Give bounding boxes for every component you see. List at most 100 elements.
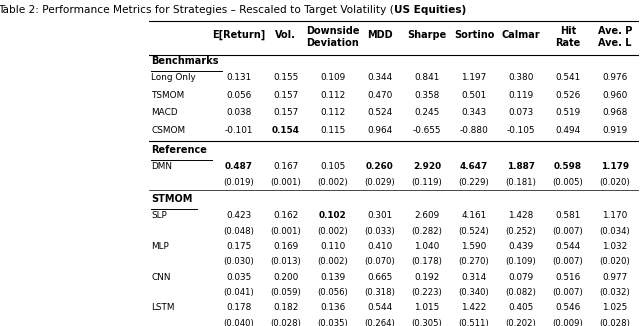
Text: Long Only: Long Only: [151, 73, 196, 82]
Text: 0.200: 0.200: [273, 273, 298, 282]
Text: 0.598: 0.598: [554, 162, 582, 171]
Text: Downside: Downside: [306, 26, 360, 36]
Text: LSTM: LSTM: [151, 304, 175, 313]
Text: (0.229): (0.229): [459, 178, 490, 186]
Text: (0.009): (0.009): [553, 319, 584, 326]
Text: E[Return]: E[Return]: [212, 30, 266, 40]
Text: (0.013): (0.013): [271, 258, 301, 266]
Text: 2.920: 2.920: [413, 162, 441, 171]
Text: 0.841: 0.841: [414, 73, 440, 82]
Text: Calmar: Calmar: [502, 30, 540, 40]
Text: 0.245: 0.245: [414, 109, 440, 117]
Text: (0.524): (0.524): [459, 227, 490, 235]
Text: 0.131: 0.131: [226, 73, 252, 82]
Text: 1.422: 1.422: [461, 304, 486, 313]
Text: 0.541: 0.541: [556, 73, 580, 82]
Text: (0.282): (0.282): [412, 227, 442, 235]
Text: 0.964: 0.964: [367, 126, 392, 135]
Text: Deviation: Deviation: [307, 38, 359, 49]
Text: (0.020): (0.020): [600, 258, 630, 266]
Text: (0.032): (0.032): [600, 289, 630, 297]
Text: (0.002): (0.002): [317, 227, 348, 235]
Text: (0.119): (0.119): [412, 178, 442, 186]
Text: -0.655: -0.655: [413, 126, 441, 135]
Text: 0.487: 0.487: [225, 162, 253, 171]
Text: 0.519: 0.519: [556, 109, 580, 117]
Text: 0.516: 0.516: [556, 273, 580, 282]
Text: (0.007): (0.007): [553, 227, 584, 235]
Text: STMOM: STMOM: [151, 194, 193, 204]
Text: 0.139: 0.139: [320, 273, 346, 282]
Text: 0.119: 0.119: [508, 91, 534, 100]
Text: 0.494: 0.494: [556, 126, 580, 135]
Text: 0.155: 0.155: [273, 73, 298, 82]
Text: (0.082): (0.082): [506, 289, 536, 297]
Text: Table 2: Performance Metrics for Strategies – Rescaled to Target Volatility (: Table 2: Performance Metrics for Strateg…: [0, 5, 394, 15]
Text: (0.001): (0.001): [271, 227, 301, 235]
Text: CSMOM: CSMOM: [151, 126, 186, 135]
Text: (0.020): (0.020): [600, 178, 630, 186]
Text: SLP: SLP: [151, 211, 167, 220]
Text: 0.056: 0.056: [226, 91, 252, 100]
Text: 0.501: 0.501: [461, 91, 486, 100]
Text: 1.032: 1.032: [602, 242, 628, 251]
Text: (0.002): (0.002): [317, 258, 348, 266]
Text: 0.157: 0.157: [273, 109, 298, 117]
Text: (0.035): (0.035): [317, 319, 348, 326]
Text: (0.223): (0.223): [412, 289, 442, 297]
Text: (0.028): (0.028): [600, 319, 630, 326]
Text: -0.880: -0.880: [460, 126, 488, 135]
Text: 1.040: 1.040: [414, 242, 440, 251]
Text: (0.034): (0.034): [600, 227, 630, 235]
Text: MDD: MDD: [367, 30, 393, 40]
Text: (0.202): (0.202): [506, 319, 536, 326]
Text: 0.544: 0.544: [556, 242, 580, 251]
Text: 0.167: 0.167: [273, 162, 298, 171]
Text: 0.178: 0.178: [226, 304, 252, 313]
Text: 0.038: 0.038: [226, 109, 252, 117]
Text: 0.115: 0.115: [320, 126, 346, 135]
Text: (0.511): (0.511): [459, 319, 490, 326]
Text: MACD: MACD: [151, 109, 178, 117]
Text: Benchmarks: Benchmarks: [151, 56, 219, 67]
Text: 0.439: 0.439: [508, 242, 534, 251]
Text: (0.340): (0.340): [459, 289, 490, 297]
Text: 0.380: 0.380: [508, 73, 534, 82]
Text: (0.264): (0.264): [365, 319, 396, 326]
Text: (0.005): (0.005): [553, 178, 584, 186]
Text: 0.314: 0.314: [461, 273, 486, 282]
Text: Hit: Hit: [560, 26, 576, 36]
Text: 0.423: 0.423: [226, 211, 252, 220]
Text: (0.181): (0.181): [506, 178, 536, 186]
Text: 0.260: 0.260: [366, 162, 394, 171]
Text: 0.102: 0.102: [319, 211, 347, 220]
Text: 1.887: 1.887: [507, 162, 535, 171]
Text: 0.182: 0.182: [273, 304, 299, 313]
Text: 1.428: 1.428: [508, 211, 534, 220]
Text: 0.343: 0.343: [461, 109, 486, 117]
Text: Vol.: Vol.: [275, 30, 296, 40]
Text: 1.015: 1.015: [414, 304, 440, 313]
Text: 1.025: 1.025: [602, 304, 628, 313]
Text: 0.192: 0.192: [414, 273, 440, 282]
Text: 0.136: 0.136: [320, 304, 346, 313]
Text: 0.079: 0.079: [508, 273, 534, 282]
Text: 0.301: 0.301: [367, 211, 392, 220]
Text: (0.002): (0.002): [317, 178, 348, 186]
Text: (0.048): (0.048): [223, 227, 254, 235]
Text: (0.028): (0.028): [271, 319, 301, 326]
Text: 0.358: 0.358: [414, 91, 440, 100]
Text: 0.526: 0.526: [556, 91, 580, 100]
Text: 0.112: 0.112: [320, 109, 346, 117]
Text: (0.252): (0.252): [506, 227, 536, 235]
Text: 4.161: 4.161: [461, 211, 486, 220]
Text: 4.647: 4.647: [460, 162, 488, 171]
Text: (0.056): (0.056): [317, 289, 348, 297]
Text: Reference: Reference: [151, 145, 207, 155]
Text: 0.112: 0.112: [320, 91, 346, 100]
Text: DMN: DMN: [151, 162, 172, 171]
Text: 0.665: 0.665: [367, 273, 392, 282]
Text: -0.105: -0.105: [507, 126, 535, 135]
Text: CNN: CNN: [151, 273, 171, 282]
Text: (0.033): (0.033): [365, 227, 396, 235]
